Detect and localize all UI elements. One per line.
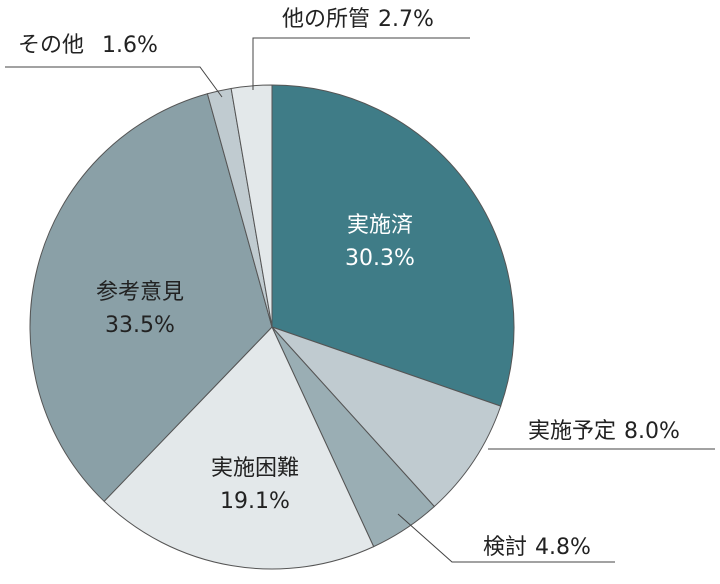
pie-slice xyxy=(271,326,502,508)
slice-value-label: 8.0% xyxy=(624,419,680,444)
slice-label: 検討 xyxy=(483,535,527,560)
pie-slice xyxy=(230,84,273,328)
slice-label: 実施済 xyxy=(347,213,413,238)
slice-label-group: 検討 4.8% xyxy=(483,535,591,560)
leader-line xyxy=(5,66,223,98)
slice-value-label: 1.6% xyxy=(102,33,158,58)
slice-label: 他の所管 xyxy=(282,7,370,32)
pie-slice xyxy=(103,326,375,570)
slice-label-group: その他 1.6% xyxy=(18,33,158,58)
slice-value-label: 33.5% xyxy=(105,313,175,338)
slice-label: その他 xyxy=(18,33,84,58)
leader-line xyxy=(252,37,470,90)
slice-value-label: 2.7% xyxy=(378,7,434,32)
slice-label: 実施困難 xyxy=(211,456,299,481)
slice-label-group: 実施予定 8.0% xyxy=(528,419,680,444)
pie xyxy=(29,84,515,570)
slice-value-label: 30.3% xyxy=(345,246,415,271)
slice-label: 参考意見 xyxy=(96,280,184,305)
slice-value-label: 19.1% xyxy=(220,489,290,514)
pie-slice xyxy=(271,84,515,407)
slice-value-label: 4.8% xyxy=(535,535,591,560)
slice-label-group: 他の所管 2.7% xyxy=(282,7,434,32)
pie-slice xyxy=(29,93,273,503)
leader-line xyxy=(397,513,615,563)
slice-label: 実施予定 xyxy=(528,419,616,444)
labels: 実施済 30.3% 実施予定 8.0% 検討 4.8% 実施困難 19.1% 参考意見 33.5%… xyxy=(5,7,715,563)
